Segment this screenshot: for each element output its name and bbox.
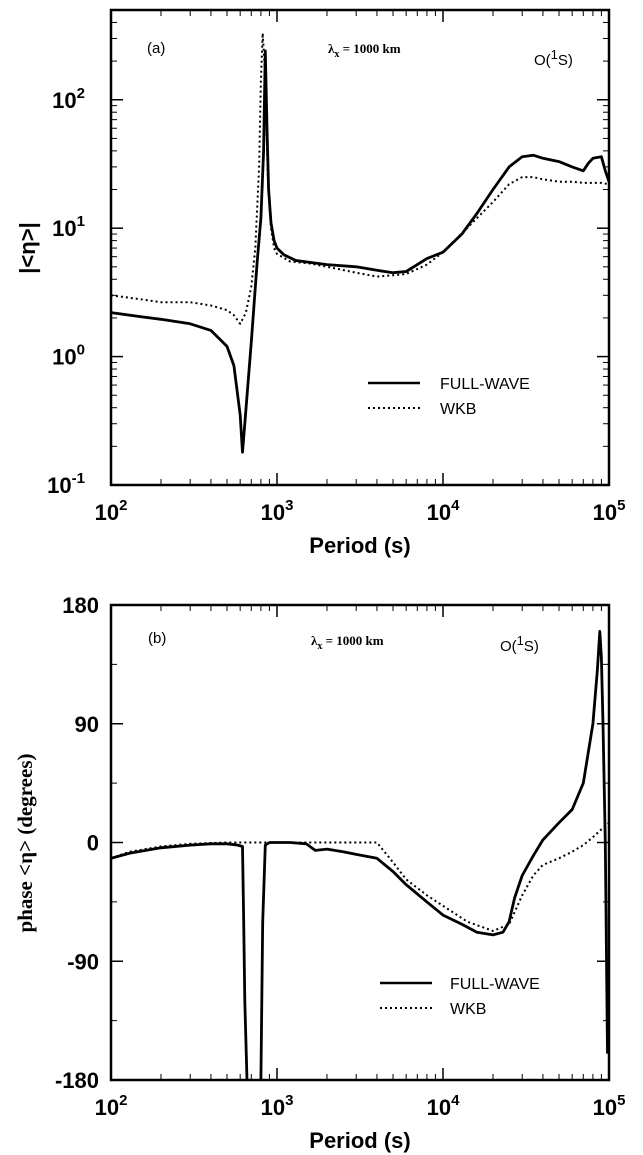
x-axis-title-b: Period (s) [309,1128,410,1153]
x-tick-label-base: 10 [427,1095,451,1120]
y-tick-label-exponent: 1 [77,213,85,230]
x-tick-label-exponent: 5 [617,1092,625,1109]
legend-label-full-wave-b: FULL-WAVE [450,976,540,993]
species-annotation-a: O(1S) [534,47,573,69]
y-tick-labels-b: 180 90 0 -90 -180 [55,593,99,1093]
x-tick-label-base: 10 [593,1095,617,1120]
lambda-subscript-b: x [317,641,322,652]
y-tick-label: 101 [52,213,85,241]
species-annotation-b: O(1S) [500,633,539,655]
y-tick-label: 180 [62,593,99,618]
series-line-full-wave [110,842,249,1081]
y-tick-label: -180 [55,1068,99,1093]
series-b [110,630,610,1081]
panel-a: (a) λx = 1000 km O(1S) FULL-WAVE WKB 102… [15,8,626,558]
y-tick-label-exponent: 0 [77,342,85,359]
lambda-subscript-a: x [334,49,339,60]
series-a [110,32,611,454]
series-line-full-wave [259,630,609,1081]
x-tick-label: 104 [427,497,460,525]
x-tick-label-exponent: 5 [617,497,625,514]
y-tick-label-base: 10 [52,216,76,241]
x-axis-title-a: Period (s) [309,533,410,558]
series-line-wkb [110,32,610,325]
x-tick-labels-b: 102 103 104 105 [95,1092,626,1120]
x-tick-label-base: 10 [427,500,451,525]
y-tick-label: 102 [52,85,85,113]
x-tick-label: 103 [261,1092,294,1120]
lambda-annotation-a: λx = 1000 km [328,41,401,60]
y-tick-label-base: 10 [47,473,71,498]
x-tick-label-exponent: 4 [451,1092,460,1109]
legend-label-full-wave-a: FULL-WAVE [440,376,530,393]
lambda-value-b: = 1000 km [322,633,383,648]
species-pre-a: O( [534,52,551,69]
panel-b: (b) λx = 1000 km O(1S) FULL-WAVE WKB 102… [13,593,625,1153]
lambda-annotation-b: λx = 1000 km [311,633,384,652]
species-post-a: S) [558,52,573,69]
x-tick-label-exponent: 3 [285,1092,293,1109]
y-tick-label: 0 [87,831,99,856]
ticks-a [110,9,610,486]
x-tick-label-base: 10 [261,1095,285,1120]
lambda-value-a: = 1000 km [339,41,400,56]
y-tick-label-exponent: 2 [77,85,85,102]
x-tick-label: 103 [261,497,294,525]
legend-a: FULL-WAVE WKB [368,376,530,418]
y-tick-label-base: 10 [52,88,76,113]
plot-frame-a [109,8,611,487]
y-tick-label: 10-1 [47,470,85,498]
y-tick-label: 90 [75,712,99,737]
panel-label-a: (a) [147,40,165,57]
x-tick-label-exponent: 2 [119,497,127,514]
series-line-full-wave [110,49,611,454]
x-tick-label-base: 10 [593,500,617,525]
species-sup-b: 1 [517,633,524,648]
x-tick-label: 102 [95,497,128,525]
y-axis-title-a: |<η>| [15,222,40,273]
x-tick-label-exponent: 3 [285,497,293,514]
x-tick-label-exponent: 4 [451,497,460,514]
legend-label-wkb-a: WKB [440,401,476,418]
species-post-b: S) [524,638,539,655]
y-tick-label: 100 [52,342,85,370]
y-tick-label-exponent: -1 [72,470,85,487]
y-axis-title-b: phase <η> (degrees) [13,754,37,933]
x-tick-label-base: 10 [95,500,119,525]
series-line-wkb [110,821,610,932]
legend-b: FULL-WAVE WKB [380,976,540,1018]
panel-label-b: (b) [148,630,166,647]
x-tick-label: 102 [95,1092,128,1120]
x-tick-label-exponent: 2 [119,1092,127,1109]
y-tick-label-base: 10 [52,345,76,370]
x-tick-label: 105 [593,1092,626,1120]
x-tick-label-base: 10 [261,500,285,525]
species-sup-a: 1 [551,47,558,62]
y-tick-label: -90 [67,949,99,974]
lambda-symbol-b: λ [311,633,318,648]
lambda-symbol-a: λ [328,41,335,56]
x-tick-labels-a: 102 103 104 105 [95,497,626,525]
x-tick-label: 104 [427,1092,460,1120]
x-tick-label-base: 10 [95,1095,119,1120]
x-tick-label: 105 [593,497,626,525]
legend-label-wkb-b: WKB [450,1001,486,1018]
species-pre-b: O( [500,638,517,655]
